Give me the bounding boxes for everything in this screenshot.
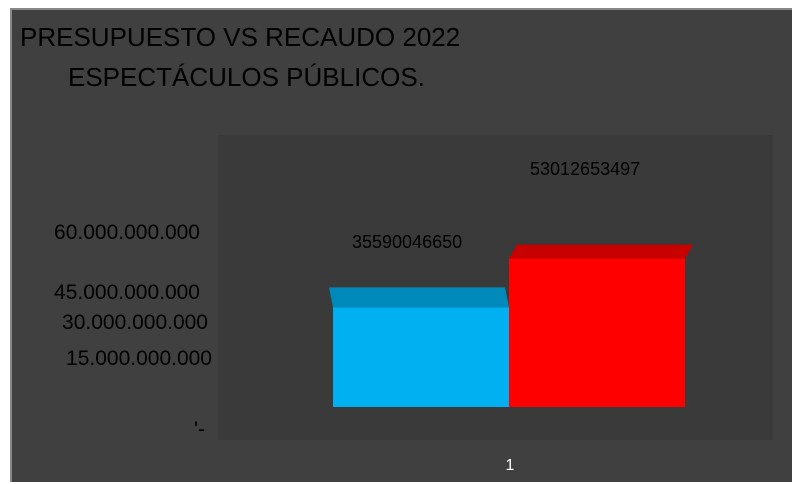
y-tick-label: 15.000.000.000 (66, 347, 212, 370)
bar (333, 307, 509, 407)
x-category-label: 1 (506, 457, 515, 474)
data-label: 35590046650 (352, 232, 462, 252)
y-axis-ticks: 60.000.000.000 45.000.000.000 30.000.000.0… (54, 221, 212, 441)
y-tick-label: '- (194, 418, 205, 441)
y-tick-label: 45.000.000.000 (54, 281, 200, 304)
bar-top-face (509, 244, 693, 259)
bars: 35590046650 53012653497 (329, 159, 693, 407)
bar (509, 258, 685, 407)
x-axis-categories: 1 (506, 457, 515, 474)
y-tick-label: 30.000.000.000 (62, 311, 208, 334)
data-label: 53012653497 (530, 159, 640, 179)
bar-top-face (329, 287, 509, 308)
chart-subtitle: ESPECTÁCULOS PÚBLICOS. (68, 62, 425, 92)
chart-title: PRESUPUESTO VS RECAUDO 2022 (20, 22, 461, 52)
y-tick-label: 60.000.000.000 (54, 221, 200, 244)
